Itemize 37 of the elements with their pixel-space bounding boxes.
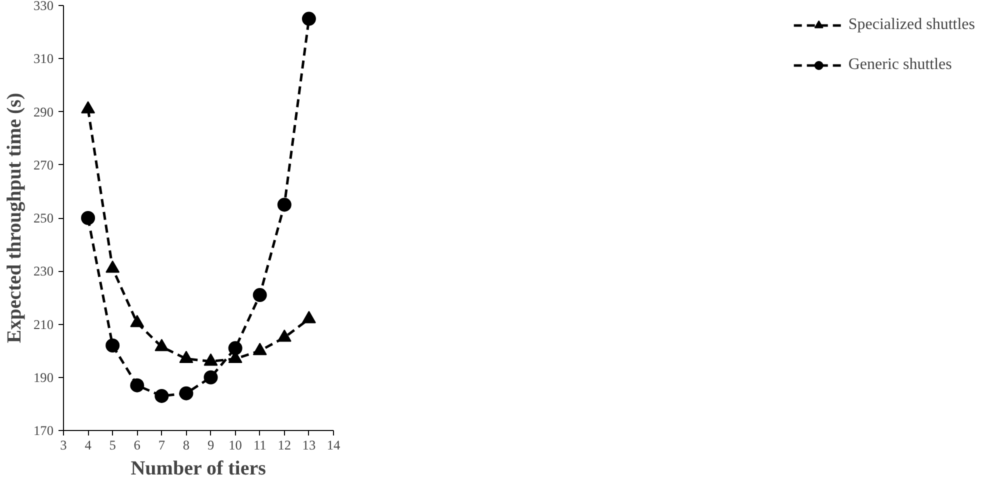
y-tick-label: 330 (34, 0, 54, 13)
point (179, 350, 194, 364)
x-axis-title: Number of tiers (130, 458, 266, 480)
x-tick-label: 3 (60, 438, 68, 452)
y-tick-label: 270 (34, 157, 54, 172)
point (302, 12, 316, 26)
y-tick-label: 170 (34, 423, 54, 438)
point (252, 342, 267, 356)
x-tick-label: 4 (84, 438, 92, 452)
point (130, 314, 144, 328)
x-tick-label: 11 (253, 438, 266, 452)
x-tick-label: 5 (109, 438, 116, 452)
legend-label: Specialized shuttles (848, 16, 975, 34)
point (154, 338, 169, 352)
x-tick-label: 7 (158, 438, 166, 452)
y-tick-label: 250 (34, 210, 54, 226)
x-tick-label: 6 (134, 438, 141, 452)
point (81, 101, 96, 114)
x-tick-label: 10 (228, 438, 242, 452)
x-tick-label: 14 (326, 438, 340, 452)
x-tick-label: 12 (278, 438, 292, 452)
x-tick-label: 13 (302, 438, 316, 452)
point (277, 198, 292, 212)
point (106, 260, 120, 273)
point (277, 330, 292, 342)
y-tick-label: 230 (34, 264, 54, 279)
x-tick-label: 8 (182, 438, 190, 452)
y-tick-label: 310 (34, 51, 54, 66)
x-tick-label: 9 (207, 438, 214, 452)
point (302, 310, 316, 324)
y-tick-label: 290 (34, 104, 54, 120)
y-tick-label: 190 (34, 370, 54, 385)
legend-label: Generic shuttles (848, 56, 952, 74)
point (204, 353, 218, 366)
y-tick-label: 210 (34, 316, 54, 332)
y-axis-title: Expected throughput time (s) (4, 92, 26, 344)
point (81, 211, 96, 225)
